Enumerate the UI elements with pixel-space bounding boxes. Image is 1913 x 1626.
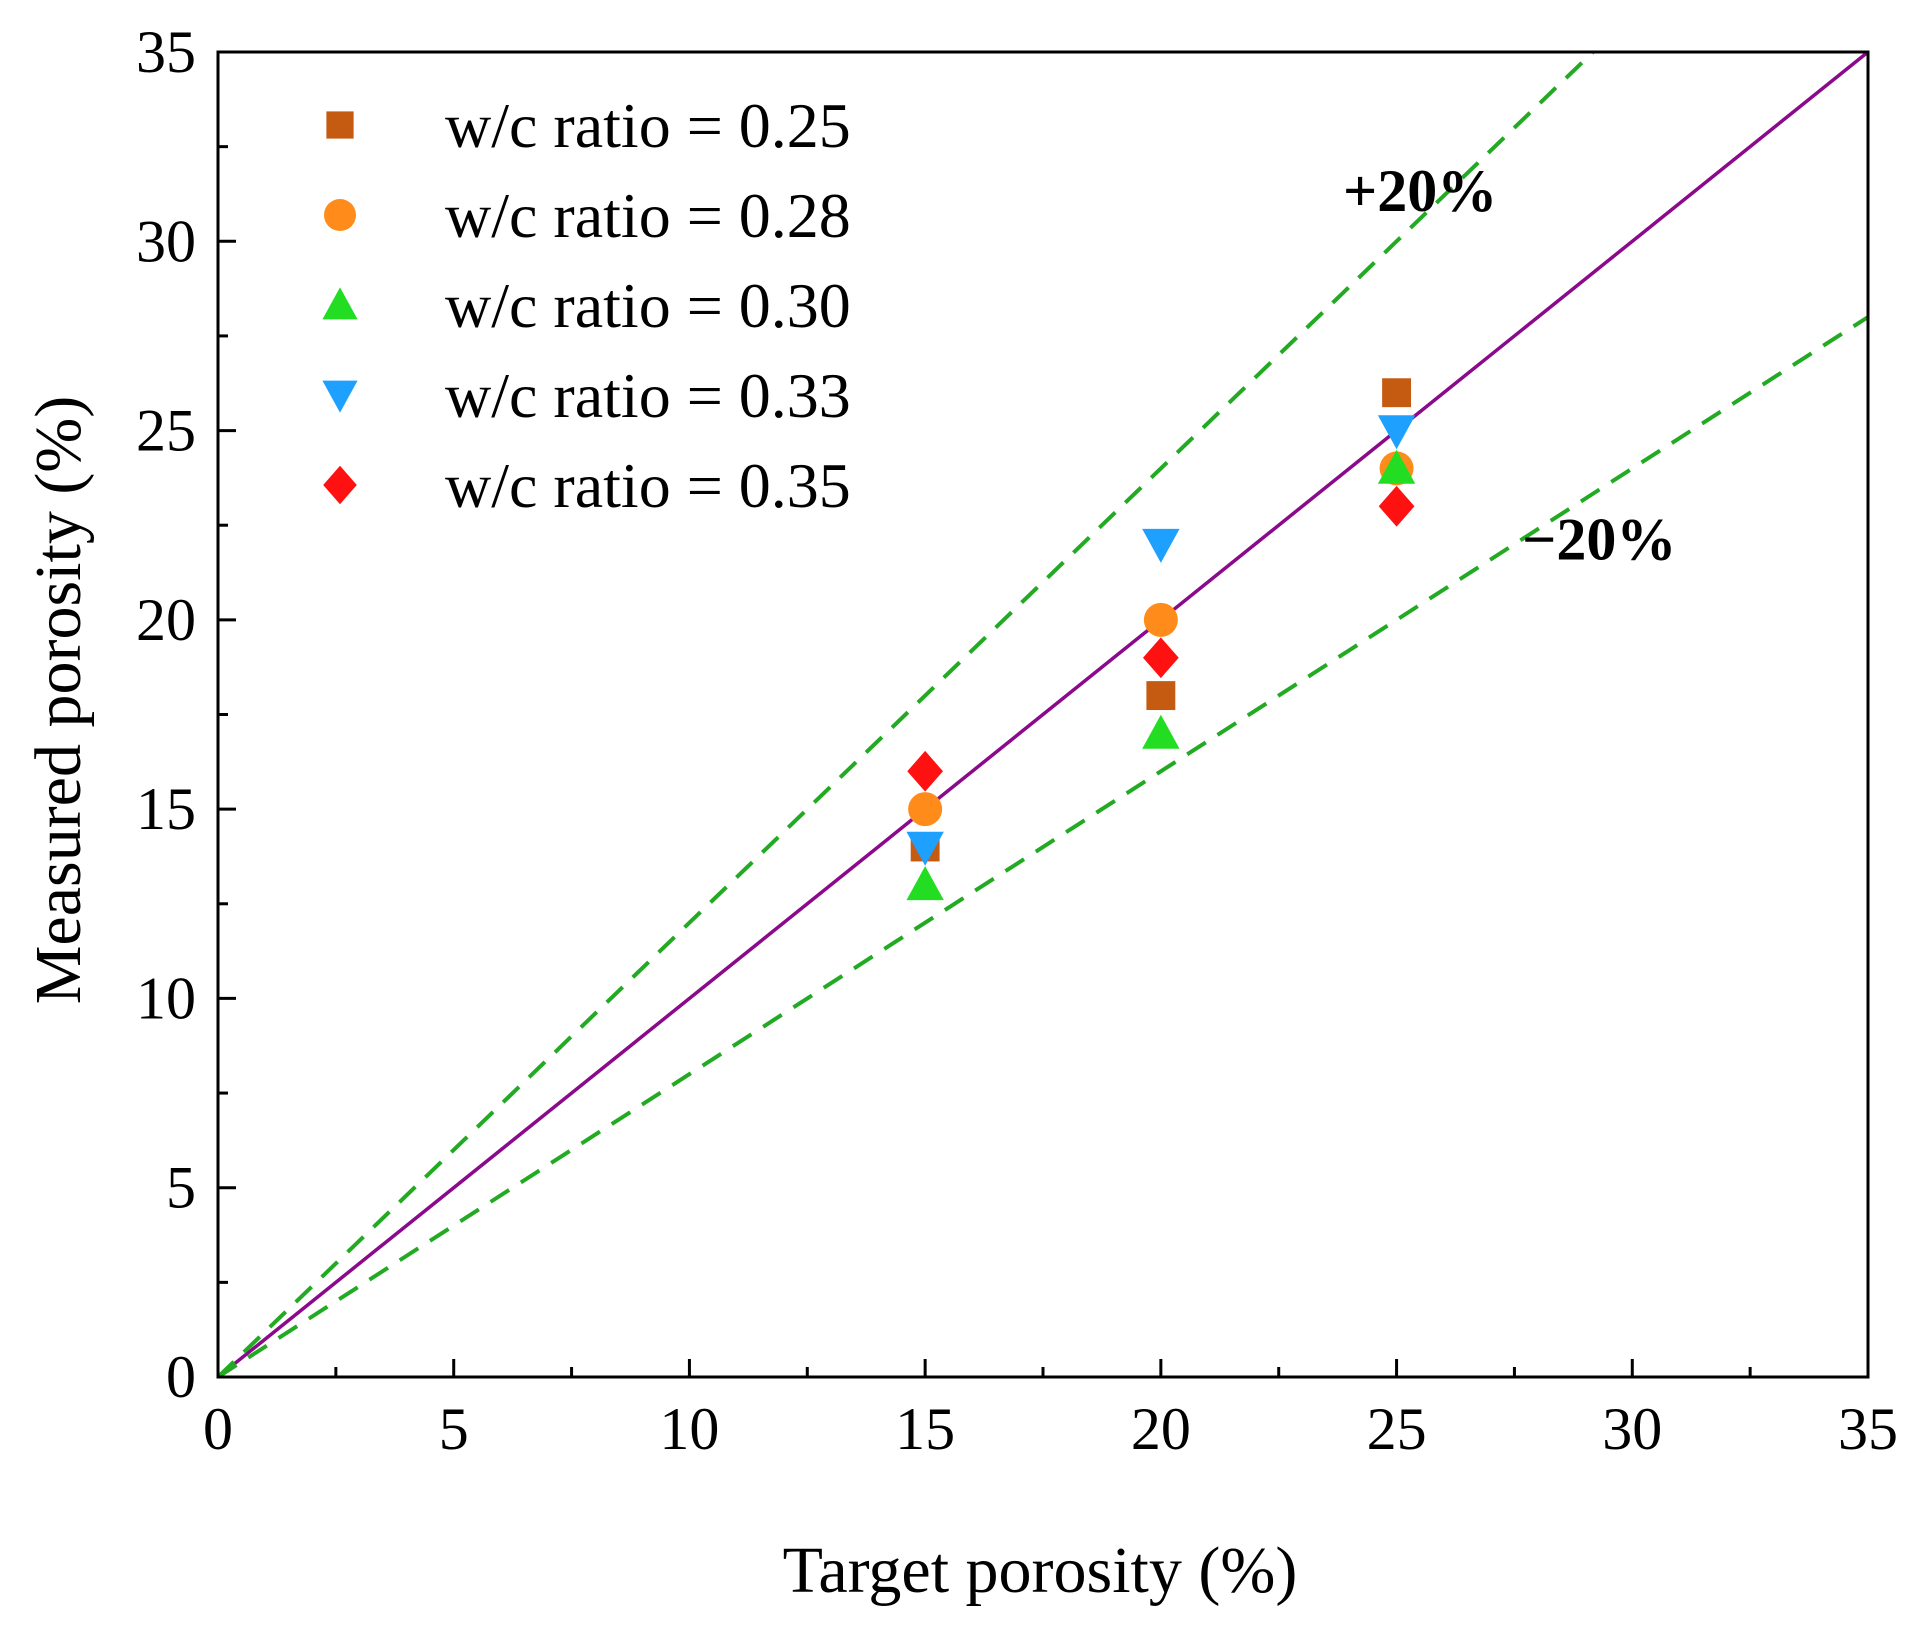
data-point bbox=[907, 750, 943, 792]
minus-20-percent-line bbox=[218, 315, 1868, 1377]
legend-marker bbox=[323, 465, 357, 505]
data-point bbox=[1146, 681, 1176, 711]
legend-marker bbox=[322, 287, 358, 320]
y-tick-label: 20 bbox=[136, 587, 196, 653]
y-axis-ticks: 0 5 10 15 20 25 30 35 bbox=[136, 19, 236, 1410]
legend-label: w/c ratio = 0.25 bbox=[445, 90, 851, 161]
data-point bbox=[1142, 714, 1180, 749]
plus-20-percent-line bbox=[218, 52, 1596, 1377]
y-tick-label: 10 bbox=[136, 965, 196, 1031]
legend-marker bbox=[324, 199, 356, 231]
y-tick-label: 30 bbox=[136, 208, 196, 274]
y-tick-label: 0 bbox=[166, 1344, 196, 1410]
data-point bbox=[908, 792, 943, 827]
x-axis-title: Target porosity (%) bbox=[783, 1534, 1298, 1607]
data-point bbox=[1377, 415, 1416, 450]
data-point bbox=[1143, 637, 1179, 679]
y-tick-label: 5 bbox=[166, 1155, 196, 1221]
x-tick-label: 35 bbox=[1838, 1396, 1898, 1462]
band-annotations: +20% −20% bbox=[1343, 158, 1676, 572]
legend-label: w/c ratio = 0.28 bbox=[445, 180, 851, 251]
legend-label: w/c ratio = 0.33 bbox=[445, 360, 851, 431]
x-tick-label: 5 bbox=[439, 1396, 469, 1462]
data-point bbox=[906, 866, 944, 901]
data-point bbox=[1377, 449, 1416, 484]
legend-label: w/c ratio = 0.30 bbox=[445, 270, 851, 341]
data-point bbox=[906, 831, 944, 866]
y-tick-label: 25 bbox=[136, 398, 196, 464]
plus-20-percent-label: +20% bbox=[1343, 158, 1497, 224]
equality-line bbox=[218, 52, 1868, 1377]
reference-lines bbox=[218, 52, 1868, 1377]
legend-marker bbox=[326, 111, 354, 139]
y-tick-label: 15 bbox=[136, 776, 196, 842]
data-point bbox=[1378, 485, 1415, 527]
legend-marker bbox=[322, 380, 358, 413]
y-axis-title: Measured porosity (%) bbox=[22, 396, 95, 1005]
data-point bbox=[1142, 528, 1180, 563]
x-tick-label: 10 bbox=[659, 1396, 719, 1462]
y-tick-label: 35 bbox=[136, 19, 196, 85]
legend: w/c ratio = 0.25 w/c ratio = 0.28 w/c rati… bbox=[322, 90, 851, 521]
minus-20-percent-label: −20% bbox=[1522, 506, 1676, 572]
x-tick-label: 20 bbox=[1131, 1396, 1191, 1462]
x-axis-ticks: 0 5 10 15 20 25 30 35 bbox=[203, 1359, 1898, 1462]
x-tick-label: 0 bbox=[203, 1396, 233, 1462]
data-point bbox=[1382, 378, 1412, 408]
x-tick-label: 25 bbox=[1367, 1396, 1427, 1462]
data-points bbox=[906, 378, 1416, 901]
data-point bbox=[1143, 602, 1178, 637]
x-tick-label: 15 bbox=[895, 1396, 955, 1462]
legend-label: w/c ratio = 0.35 bbox=[445, 450, 851, 521]
x-tick-label: 30 bbox=[1602, 1396, 1662, 1462]
